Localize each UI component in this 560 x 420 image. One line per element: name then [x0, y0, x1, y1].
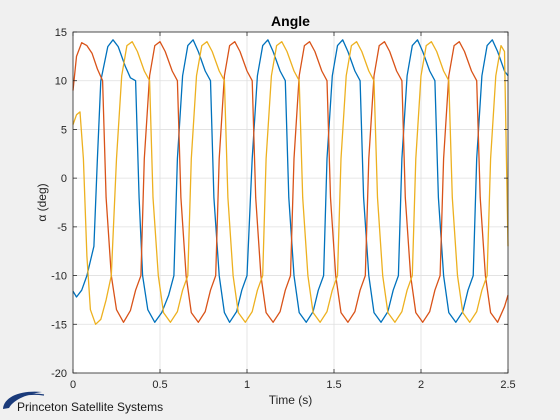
series-line-2 — [72, 41, 509, 323]
series-group — [72, 39, 509, 325]
x-axis-label: Time (s) — [269, 393, 313, 407]
ticks: 0 0.5 1 1.5 2 2.5 -20 -15 -10 -5 0 5 10 15 — [51, 27, 516, 391]
y-tick-label: 5 — [61, 124, 67, 136]
y-tick-label: 10 — [55, 76, 67, 88]
y-tick-label: -5 — [57, 222, 67, 234]
y-tick-label: -15 — [51, 319, 67, 331]
x-tick-label: 2 — [418, 379, 424, 391]
y-tick-label: -20 — [51, 368, 67, 380]
x-tick-label: 1.5 — [326, 379, 341, 391]
x-tick-label: 0 — [70, 379, 76, 391]
y-tick-label: 15 — [55, 27, 67, 39]
x-tick-label: 2.5 — [500, 379, 515, 391]
y-axis-label: α (deg) — [35, 183, 49, 221]
princeton-logo: Princeton Satellite Systems — [3, 391, 163, 414]
series-line-3 — [72, 41, 509, 325]
chart-title: Angle — [271, 13, 310, 29]
x-tick-label: 1 — [244, 379, 250, 391]
x-tick-label: 0.5 — [152, 379, 167, 391]
y-tick-label: -10 — [51, 271, 67, 283]
logo-text: Princeton Satellite Systems — [17, 400, 163, 414]
y-tick-label: 0 — [61, 173, 67, 185]
logo-arc-icon — [7, 393, 45, 405]
plot-frame — [72, 31, 509, 374]
